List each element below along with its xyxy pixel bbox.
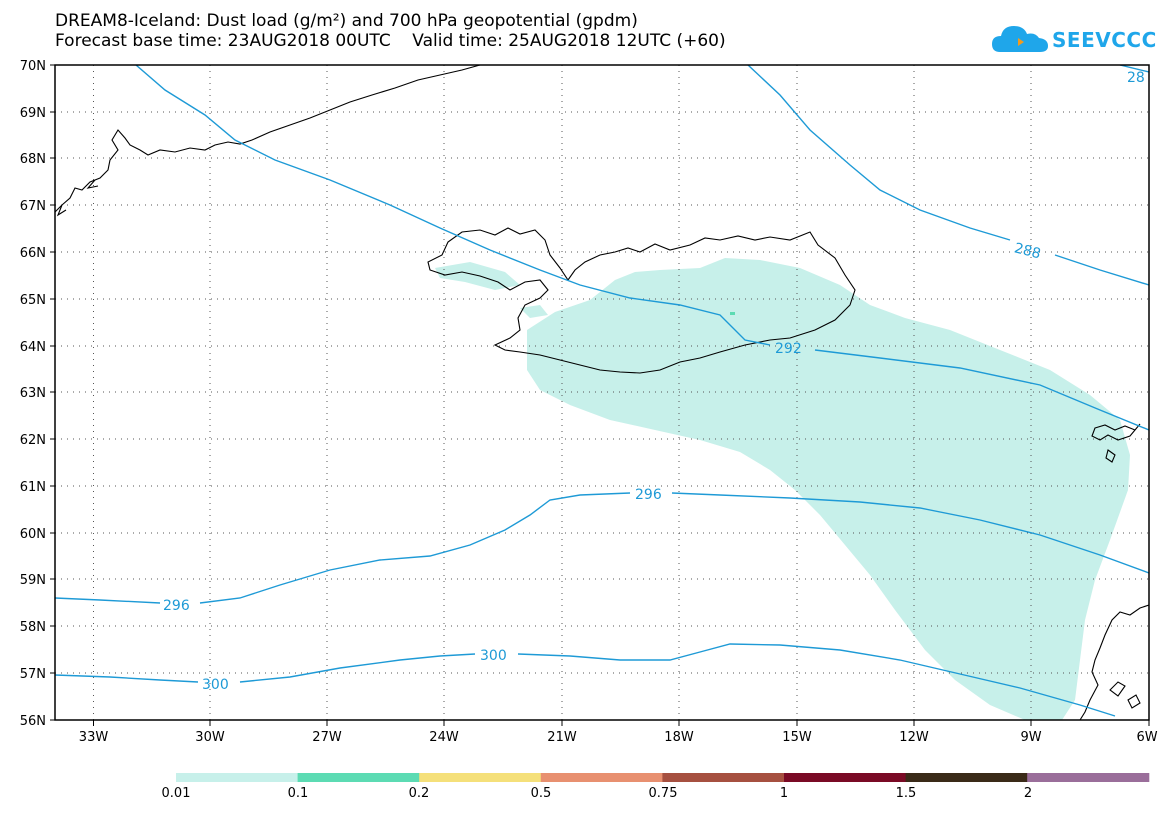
colorbar-label: 0.75	[648, 786, 678, 801]
colorbar-segment	[540, 773, 663, 782]
dust-small-patch	[520, 305, 548, 318]
colorbar-segment	[784, 773, 907, 782]
lat-label: 66N	[20, 246, 46, 261]
lat-label: 67N	[20, 199, 46, 214]
colorbar-segment	[297, 773, 420, 782]
contour-label-292: 292	[775, 341, 802, 357]
lat-label: 60N	[20, 527, 46, 542]
lon-labels: 33W 30W 27W 24W 21W 18W 15W 12W 9W 6W	[79, 730, 1158, 745]
greenland-coast	[55, 65, 481, 213]
map-title: DREAM8-Iceland: Dust load (g/m²) and 700…	[55, 11, 638, 31]
lon-ticks	[93, 720, 1150, 726]
lat-label: 69N	[20, 106, 46, 121]
lon-label: 12W	[899, 730, 929, 745]
lat-label: 65N	[20, 293, 46, 308]
faroe-south	[1105, 449, 1116, 463]
colorbar-label: 1	[779, 786, 789, 801]
lat-label: 62N	[20, 433, 46, 448]
contour-288	[747, 65, 1149, 286]
lat-label: 59N	[20, 573, 46, 588]
hebrides	[1109, 681, 1141, 709]
lon-label: 21W	[547, 730, 577, 745]
contour-292	[135, 65, 1149, 431]
colorbar-segment	[419, 773, 542, 782]
colorbar-segment	[662, 773, 785, 782]
lon-label: 18W	[664, 730, 694, 745]
map-subtitle: Forecast base time: 23AUG2018 00UTC Vali…	[55, 31, 726, 51]
greenland-inlet-1	[56, 204, 67, 217]
colorbar	[176, 773, 1150, 782]
lat-label: 63N	[20, 386, 46, 401]
graticule	[55, 65, 1149, 720]
colorbar-segment	[905, 773, 1028, 782]
greenland-inlet-2	[86, 179, 99, 189]
colorbar-label: 2	[1023, 786, 1033, 801]
colorbar-label: 0.2	[408, 786, 430, 801]
lat-label: 68N	[20, 152, 46, 167]
lon-label: 30W	[195, 730, 225, 745]
contour-label-296-east: 296	[635, 487, 662, 503]
contour-28-partial	[1119, 65, 1149, 73]
lon-label: 24W	[429, 730, 459, 745]
iceland-coast	[427, 227, 856, 374]
dust-dot	[730, 312, 735, 315]
contour-label-300-west: 300	[202, 677, 229, 693]
contour-labels: 288 28 292 296 296 300 300	[163, 70, 1145, 693]
dust-plume	[527, 258, 1130, 720]
lat-label: 61N	[20, 480, 46, 495]
colorbar-label: 0.01	[161, 786, 191, 801]
seevccc-logo: SEEVCCC	[990, 20, 1156, 60]
contour-296	[55, 492, 1149, 604]
lon-label: 9W	[1020, 730, 1041, 745]
lat-labels: 70N 69N 68N 67N 66N 65N 64N 63N 62N 61N …	[20, 59, 46, 729]
contour-label-300-mid: 300	[480, 648, 507, 664]
lat-label: 64N	[20, 340, 46, 355]
scotland-coast	[1079, 604, 1149, 720]
colorbar-segment	[1027, 773, 1150, 782]
colorbar-label: 0.5	[530, 786, 552, 801]
contour-label-28: 28	[1127, 70, 1145, 86]
coastlines	[55, 65, 1149, 720]
geopotential-contours	[55, 65, 1149, 717]
lat-label: 70N	[20, 59, 46, 74]
colorbar-label: 1.5	[895, 786, 917, 801]
lat-ticks	[50, 64, 55, 721]
contour-300	[55, 643, 1116, 717]
lon-label: 33W	[79, 730, 109, 745]
colorbar-segment	[176, 773, 299, 782]
contour-label-288: 288	[1013, 240, 1043, 262]
lon-label: 27W	[312, 730, 342, 745]
logo-text: SEEVCCC	[1052, 28, 1157, 52]
faroe-islands	[1091, 423, 1141, 441]
lat-label: 57N	[20, 667, 46, 682]
lon-label: 6W	[1136, 730, 1157, 745]
lon-label: 15W	[782, 730, 812, 745]
dust-load-shading	[435, 258, 1130, 720]
lat-label: 58N	[20, 620, 46, 635]
contour-label-296-west: 296	[163, 598, 190, 614]
cloud-icon	[992, 26, 1048, 52]
lat-label: 56N	[20, 714, 46, 729]
colorbar-label: 0.1	[287, 786, 309, 801]
